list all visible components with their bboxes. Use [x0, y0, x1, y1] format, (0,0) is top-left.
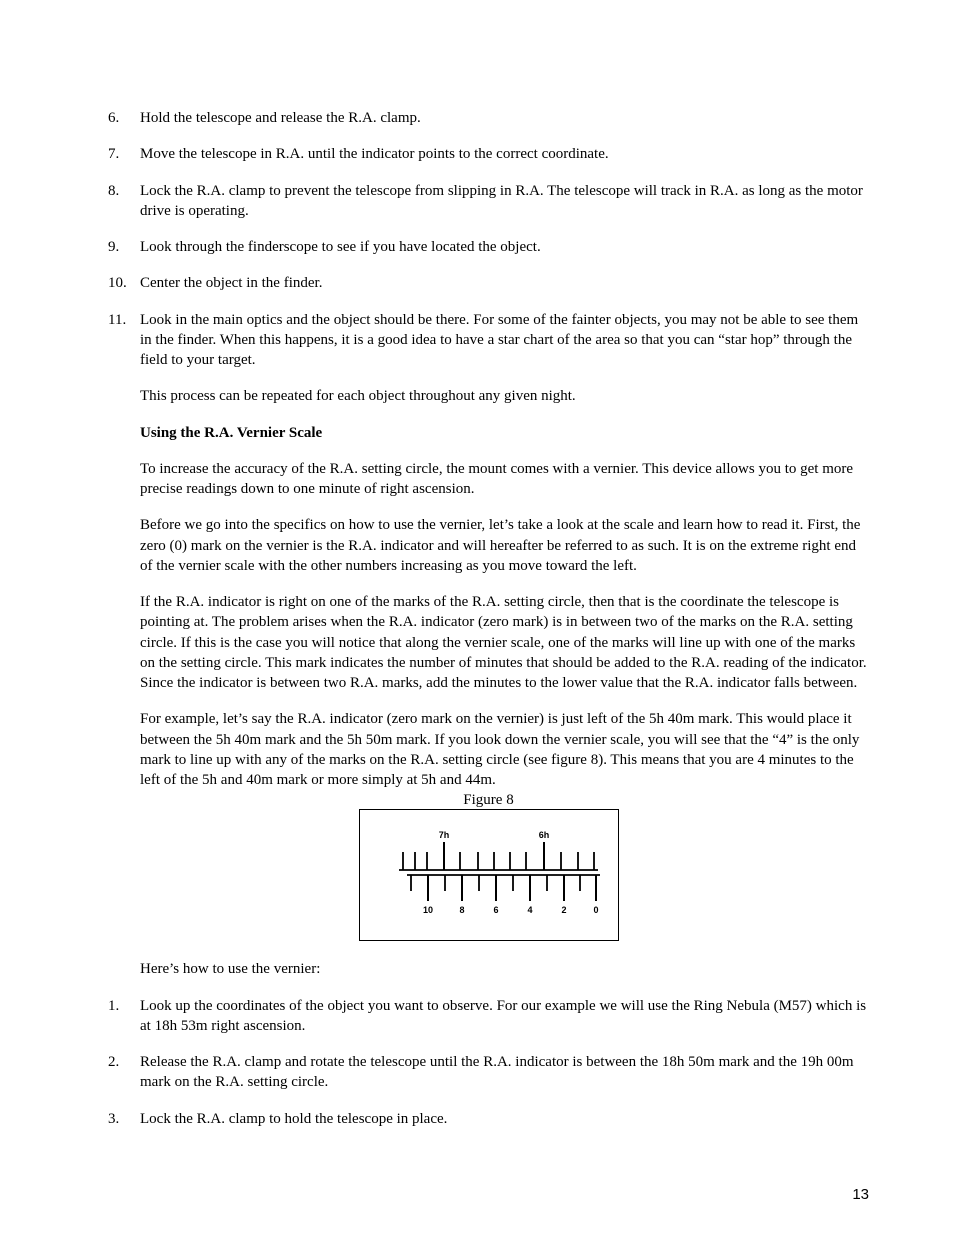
list-item: 3.Lock the R.A. clamp to hold the telesc… — [108, 1109, 869, 1129]
paragraph: To increase the accuracy of the R.A. set… — [140, 459, 869, 500]
list-item-text: Release the R.A. clamp and rotate the te… — [140, 1052, 869, 1093]
body-indent-block: This process can be repeated for each ob… — [140, 386, 869, 790]
list-item: 9.Look through the finderscope to see if… — [108, 237, 869, 257]
list-item: 1.Look up the coordinates of the object … — [108, 996, 869, 1037]
list-item-number: 8. — [108, 181, 140, 222]
list-item: 11.Look in the main optics and the objec… — [108, 310, 869, 371]
ordered-list-2: 1.Look up the coordinates of the object … — [108, 996, 869, 1129]
svg-text:6: 6 — [493, 905, 498, 915]
list-item-text: Lock the R.A. clamp to prevent the teles… — [140, 181, 869, 222]
list-item-text: Move the telescope in R.A. until the ind… — [140, 144, 869, 164]
svg-text:10: 10 — [422, 905, 432, 915]
vernier-svg: 7h 6h 10 8 6 4 2 0 — [360, 810, 618, 940]
page: 6.Hold the telescope and release the R.A… — [0, 0, 954, 1235]
svg-text:4: 4 — [527, 905, 532, 915]
svg-text:0: 0 — [593, 905, 598, 915]
list-item-number: 6. — [108, 108, 140, 128]
figure-caption: Figure 8 — [108, 792, 869, 809]
list-item: 7.Move the telescope in R.A. until the i… — [108, 144, 869, 164]
list-item-number: 2. — [108, 1052, 140, 1093]
list-item-text: Center the object in the finder. — [140, 273, 869, 293]
list-item-number: 1. — [108, 996, 140, 1037]
svg-text:8: 8 — [459, 905, 464, 915]
svg-text:7h: 7h — [438, 830, 449, 840]
list-item-text: Lock the R.A. clamp to hold the telescop… — [140, 1109, 869, 1129]
body-indent-block-2: Here’s how to use the vernier: — [140, 959, 869, 979]
list-item-text: Look through the finderscope to see if y… — [140, 237, 869, 257]
list-item-text: Look in the main optics and the object s… — [140, 310, 869, 371]
ordered-list-1: 6.Hold the telescope and release the R.A… — [108, 108, 869, 370]
list-item: 6.Hold the telescope and release the R.A… — [108, 108, 869, 128]
list-item: 10.Center the object in the finder. — [108, 273, 869, 293]
figure-wrap: 7h 6h 10 8 6 4 2 0 — [108, 809, 869, 941]
paragraph: This process can be repeated for each ob… — [140, 386, 869, 406]
svg-text:6h: 6h — [538, 830, 549, 840]
page-number: 13 — [852, 1186, 869, 1203]
paragraph: Before we go into the specifics on how t… — [140, 515, 869, 576]
list-item-number: 11. — [108, 310, 140, 371]
paragraph: Here’s how to use the vernier: — [140, 959, 869, 979]
list-item-number: 9. — [108, 237, 140, 257]
paragraph: For example, let’s say the R.A. indicato… — [140, 709, 869, 790]
list-item: 2.Release the R.A. clamp and rotate the … — [108, 1052, 869, 1093]
list-item-text: Look up the coordinates of the object yo… — [140, 996, 869, 1037]
list-item-number: 10. — [108, 273, 140, 293]
paragraph: If the R.A. indicator is right on one of… — [140, 592, 869, 693]
svg-text:2: 2 — [561, 905, 566, 915]
vernier-diagram: 7h 6h 10 8 6 4 2 0 — [359, 809, 619, 941]
list-item-text: Hold the telescope and release the R.A. … — [140, 108, 869, 128]
list-item-number: 7. — [108, 144, 140, 164]
section-heading: Using the R.A. Vernier Scale — [140, 423, 869, 443]
list-item-number: 3. — [108, 1109, 140, 1129]
list-item: 8.Lock the R.A. clamp to prevent the tel… — [108, 181, 869, 222]
